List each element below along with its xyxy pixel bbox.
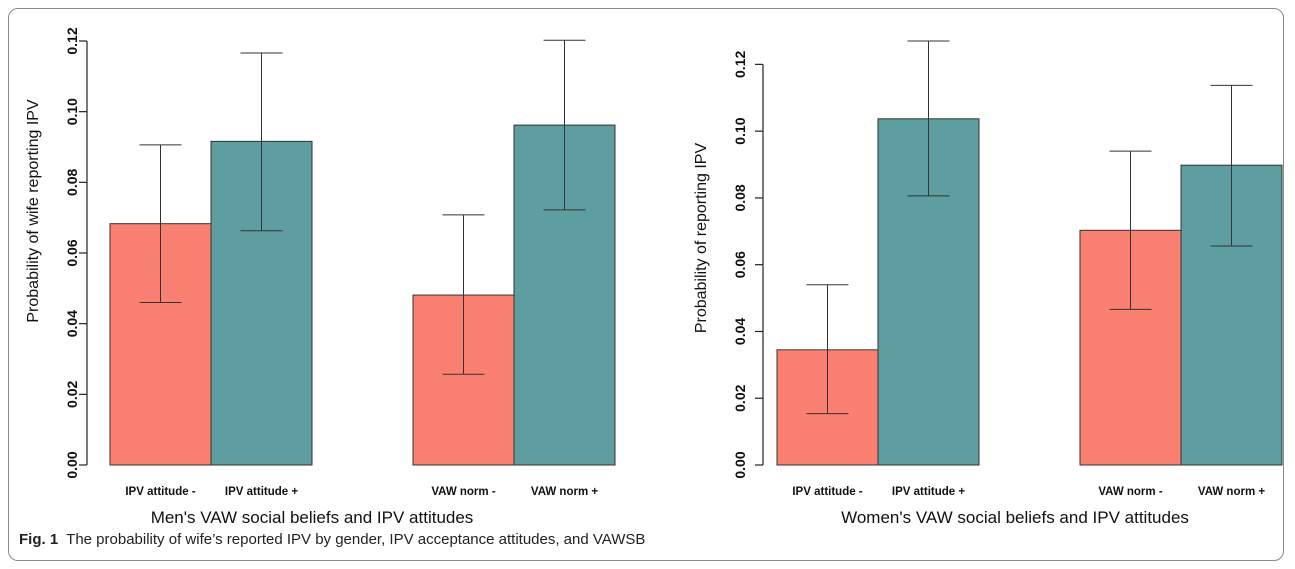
x-tick-label: IPV attitude - [125, 486, 195, 498]
figure-caption: Fig. 1 The probability of wife’s reported… [19, 531, 645, 548]
y-tick-label: 0.06 [64, 239, 80, 266]
y-tick-label: 0.02 [732, 384, 748, 411]
x-tick-label: VAW norm - [1098, 486, 1162, 498]
x-tick-label: IPV attitude - [792, 486, 862, 498]
error-bar [1109, 150, 1152, 310]
x-tick-label: VAW norm + [1198, 486, 1265, 498]
error-bar [543, 39, 586, 211]
error-bar [442, 214, 485, 375]
x-axis-label: Women's VAW social beliefs and IPV attit… [841, 508, 1189, 527]
y-tick-label: 0.04 [64, 310, 80, 337]
y-axis-label: Probability of wife reporting IPV [25, 99, 42, 323]
bar [109, 223, 212, 466]
y-tick-label: 0.12 [732, 51, 748, 78]
x-tick-label: IPV attitude + [225, 486, 298, 498]
y-tick-label: 0.02 [64, 380, 80, 407]
y-tick-label: 0.10 [64, 98, 80, 125]
y-tick-label: 0.04 [732, 318, 748, 345]
error-bar [907, 40, 950, 197]
y-tick-label: 0.00 [64, 451, 80, 478]
error-bar [240, 52, 283, 232]
y-axis-label: Probability of reporting IPV [693, 143, 710, 334]
error-bar [806, 284, 849, 415]
x-tick-label: VAW norm + [531, 486, 598, 498]
y-tick-label: 0.10 [732, 117, 748, 144]
x-axis-label: Men's VAW social beliefs and IPV attitud… [151, 508, 474, 527]
error-bar [139, 144, 182, 303]
men-chart: 0.00 0.02 0.04 0.06 0.08 0.10 0.12 Probability … [25, 27, 616, 527]
error-bar [1210, 84, 1253, 247]
y-tick-label: 0.12 [64, 27, 80, 54]
women-chart: 0.00 0.02 0.04 0.06 0.08 0.10 0.12 Probability … [693, 40, 1283, 527]
y-tick-label: 0.06 [732, 251, 748, 278]
x-tick-label: VAW norm - [431, 486, 495, 498]
caption-text: The probability of wife’s reported IPV b… [66, 531, 646, 548]
y-tick-label: 0.08 [64, 168, 80, 195]
figure-label: Fig. 1 [19, 531, 59, 548]
x-tick-label: IPV attitude + [892, 486, 965, 498]
y-tick-label: 0.08 [732, 184, 748, 211]
y-tick-label: 0.00 [732, 451, 748, 478]
figure-frame [8, 8, 1284, 561]
